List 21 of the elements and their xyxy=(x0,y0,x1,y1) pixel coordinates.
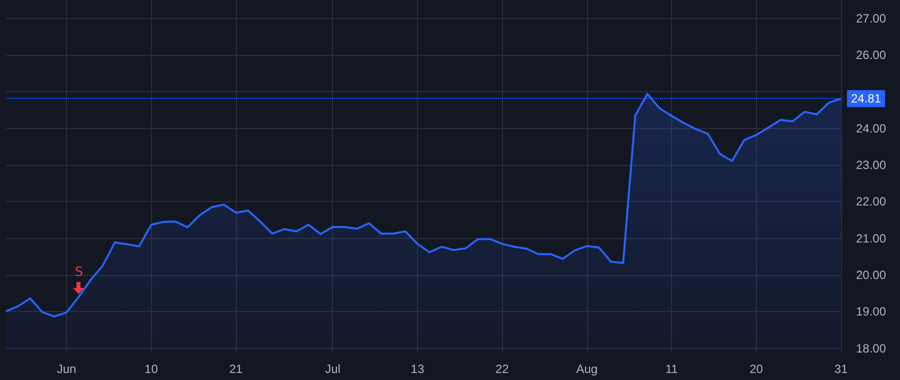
ref-line-label: 24.81 xyxy=(851,92,882,106)
x-tick-label: 10 xyxy=(144,362,158,376)
x-tick-label: 22 xyxy=(495,362,510,376)
y-tick-label: 21.00 xyxy=(856,231,886,246)
y-tick-label: 27.00 xyxy=(856,11,886,26)
x-tick-label: Jun xyxy=(56,362,76,376)
y-tick-label: 24.00 xyxy=(856,121,886,136)
x-tick-label: 13 xyxy=(410,362,424,376)
x-tick-label: 11 xyxy=(665,362,678,376)
y-tick-label: 20.00 xyxy=(856,268,886,282)
y-tick-label: 19.00 xyxy=(856,304,886,319)
y-tick-label: 22.00 xyxy=(856,194,886,209)
x-tick-label: Jul xyxy=(325,362,340,376)
x-tick-label: Aug xyxy=(576,362,598,376)
y-tick-label: 26.00 xyxy=(856,48,886,62)
x-tick-label: 31 xyxy=(834,362,848,376)
x-tick-label: 20 xyxy=(750,362,764,376)
y-tick-label: 18.00 xyxy=(856,341,886,356)
annotation: S xyxy=(74,265,84,280)
y-tick-label: 23.00 xyxy=(856,158,886,172)
x-tick-label: 21 xyxy=(229,362,243,376)
